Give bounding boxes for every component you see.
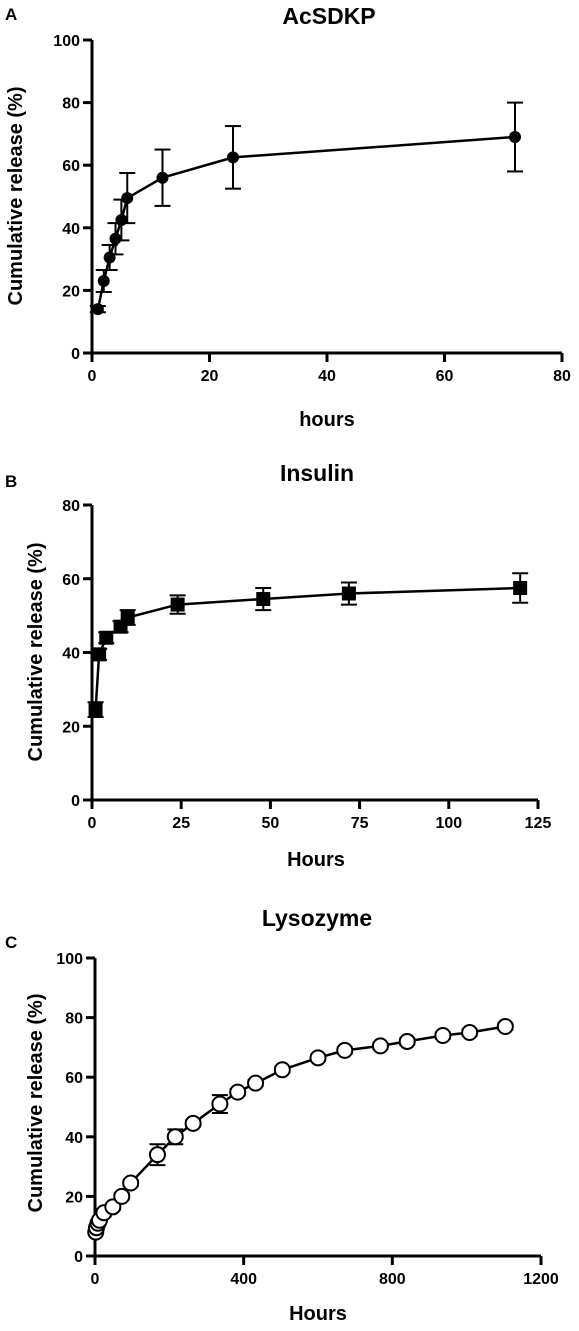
data-point	[88, 702, 103, 717]
panel-b-xlabel: Hours	[287, 849, 345, 871]
x-tick-label: 20	[201, 368, 219, 385]
y-tick-label: 0	[74, 1249, 83, 1266]
data-point	[120, 610, 135, 625]
y-tick-label: 40	[62, 221, 80, 238]
panel-c-ticks: 0 20 40 60 80 100 0 400 800 1200	[56, 951, 559, 1288]
panel-a-ticks: 0 20 40 60 80 100 0 20 40 60 80	[53, 33, 571, 385]
x-tick-label: 0	[88, 815, 97, 832]
y-tick-label: 80	[65, 1011, 83, 1028]
x-tick-label: 80	[553, 368, 571, 385]
series-line	[94, 586, 521, 710]
data-point	[273, 1061, 291, 1079]
panel-a-letter: A	[5, 5, 17, 24]
x-tick-label: 400	[230, 1271, 257, 1288]
x-tick-label: 800	[379, 1271, 406, 1288]
data-point	[434, 1026, 452, 1044]
series-line	[94, 1025, 506, 1233]
x-tick-label: 100	[435, 815, 462, 832]
panel-a-title: AcSDKP	[282, 3, 375, 29]
data-point	[121, 192, 134, 205]
panel-b-title: Insulin	[280, 460, 354, 486]
panel-c-xlabel: Hours	[289, 1303, 347, 1325]
panel-c: C Lysozyme Cumulative release (%) Hours …	[5, 905, 559, 1325]
panel-c-plot	[87, 1018, 514, 1241]
x-tick-label: 125	[525, 815, 552, 832]
data-point	[461, 1024, 479, 1041]
data-point	[336, 1041, 354, 1059]
y-tick-label: 80	[62, 498, 80, 515]
y-tick-label: 60	[62, 572, 80, 589]
y-tick-label: 60	[65, 1070, 83, 1087]
data-point	[256, 592, 271, 607]
y-tick-label: 20	[65, 1189, 83, 1206]
panel-c-title: Lysozyme	[262, 905, 372, 931]
panel-b: B Insulin Cumulative release (%) Hours 0…	[5, 460, 551, 871]
data-point	[97, 275, 110, 288]
y-tick-label: 20	[62, 719, 80, 736]
x-tick-label: 60	[436, 368, 454, 385]
panel-b-ticks: 0 20 40 60 80 0 25 50 75 100 125	[62, 498, 551, 832]
data-point	[99, 630, 114, 645]
x-tick-label: 50	[262, 815, 280, 832]
y-tick-label: 60	[62, 158, 80, 175]
panel-c-ylabel: Cumulative release (%)	[25, 994, 47, 1213]
x-tick-label: 75	[351, 815, 369, 832]
panel-a-xlabel: hours	[299, 409, 355, 431]
panel-a-ylabel: Cumulative release (%)	[5, 87, 27, 306]
data-point	[122, 1174, 140, 1192]
data-point	[184, 1114, 202, 1132]
data-point	[156, 171, 169, 184]
y-tick-label: 0	[71, 346, 80, 363]
data-point	[91, 303, 104, 316]
panel-b-letter: B	[5, 472, 17, 491]
data-point	[103, 251, 116, 264]
x-tick-label: 25	[172, 815, 190, 832]
data-point	[229, 1083, 247, 1101]
data-point	[247, 1074, 265, 1092]
data-point	[309, 1049, 327, 1067]
x-tick-label: 40	[318, 368, 336, 385]
data-point	[115, 213, 128, 226]
data-point	[227, 151, 239, 164]
x-tick-label: 0	[88, 368, 97, 385]
y-tick-label: 100	[56, 951, 83, 968]
data-point	[109, 232, 122, 245]
y-tick-label: 100	[53, 33, 80, 50]
y-tick-label: 40	[62, 646, 80, 663]
x-tick-label: 1200	[523, 1271, 559, 1288]
y-tick-label: 0	[71, 793, 80, 810]
x-tick-label: 0	[91, 1271, 100, 1288]
data-point	[170, 597, 185, 612]
data-point	[509, 131, 521, 144]
data-point	[513, 580, 528, 595]
panel-c-letter: C	[5, 933, 17, 952]
data-point	[148, 1146, 166, 1164]
data-point	[341, 586, 356, 601]
data-point	[398, 1032, 416, 1050]
y-tick-label: 80	[62, 96, 80, 113]
panel-a: A AcSDKP Cumulative release (%) hours 0 2…	[5, 3, 571, 431]
data-point	[371, 1037, 389, 1055]
panel-b-plot	[87, 572, 529, 719]
y-tick-label: 20	[62, 283, 80, 300]
data-point	[496, 1018, 514, 1036]
panel-a-plot	[89, 101, 523, 316]
series-line	[96, 135, 516, 310]
y-tick-label: 40	[65, 1130, 83, 1147]
data-point	[113, 1187, 131, 1205]
panel-b-ylabel: Cumulative release (%)	[25, 543, 47, 762]
data-point	[211, 1095, 229, 1113]
data-point	[166, 1128, 184, 1146]
data-point	[92, 647, 107, 662]
